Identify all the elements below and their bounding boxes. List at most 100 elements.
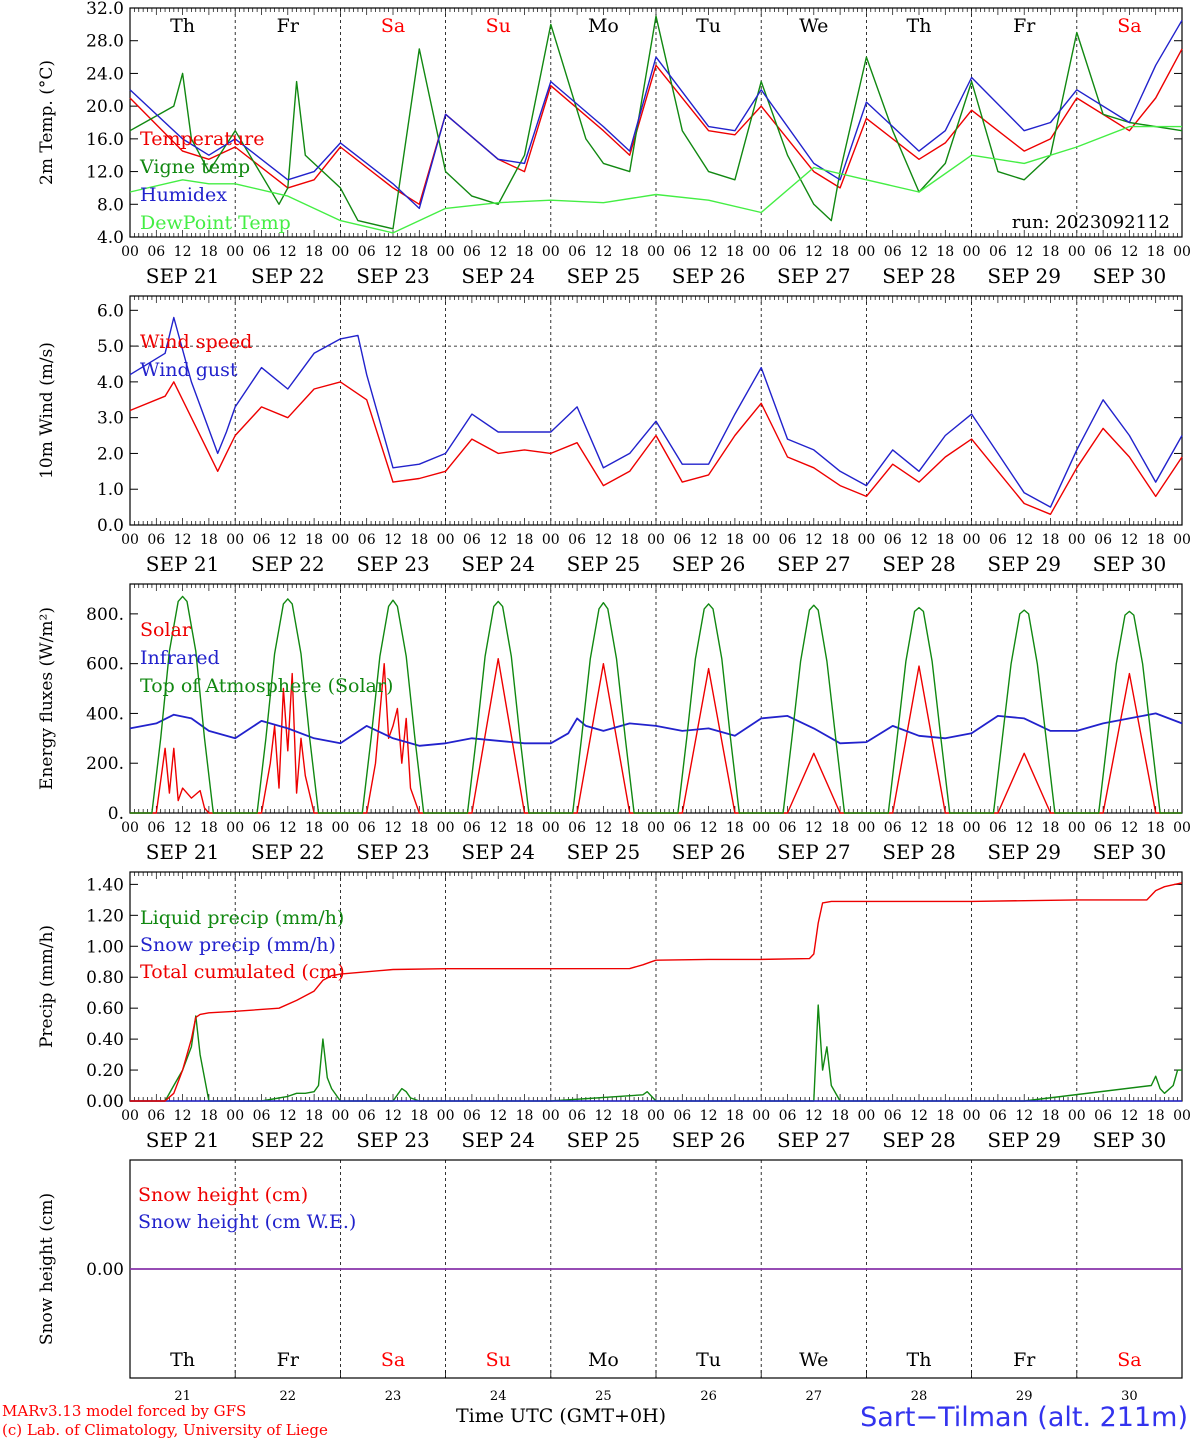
hour-label: 00 — [1173, 1108, 1191, 1124]
y-tick-label: 8.0 — [97, 195, 124, 215]
day-name: Th — [907, 15, 932, 37]
hour-label: 06 — [568, 1108, 586, 1124]
y-tick-label: 0.0 — [97, 516, 124, 536]
date-label: SEP 24 — [461, 552, 535, 576]
hour-label: 06 — [1094, 532, 1112, 548]
date-label: SEP 21 — [146, 1128, 220, 1152]
date-label: SEP 22 — [251, 840, 325, 864]
y-tick-label: 0.60 — [86, 999, 124, 1019]
hour-label: 00 — [331, 820, 349, 836]
hour-label: 06 — [989, 820, 1007, 836]
hour-label: 12 — [805, 532, 823, 548]
hour-label: 12 — [910, 820, 928, 836]
hour-label: 12 — [384, 244, 402, 260]
y-tick-label: 400. — [86, 704, 124, 724]
y-tick-label: 20.0 — [86, 97, 124, 117]
legend-entry-temp-3: DewPoint Temp — [140, 212, 291, 234]
date-label: SEP 30 — [1093, 552, 1167, 576]
hour-label: 06 — [253, 1108, 271, 1124]
hour-label: 06 — [779, 244, 797, 260]
hour-label: 12 — [489, 532, 507, 548]
day-name: Fr — [1013, 15, 1036, 37]
y-tick-label: 5.0 — [97, 337, 124, 357]
hour-label: 00 — [647, 532, 665, 548]
date-label: SEP 28 — [882, 264, 956, 288]
hour-label: 00 — [1068, 1108, 1086, 1124]
y-tick-label: 0.40 — [86, 1030, 124, 1050]
y-axis-label-energy: Energy fluxes (W/m²) — [37, 607, 57, 790]
y-tick-label: 1.0 — [97, 480, 124, 500]
hour-label: 06 — [1094, 1108, 1112, 1124]
y-tick-label: 16.0 — [86, 130, 124, 150]
hour-label: 00 — [331, 244, 349, 260]
hour-label: 06 — [568, 532, 586, 548]
date-label: SEP 29 — [987, 840, 1061, 864]
date-label: SEP 28 — [882, 1128, 956, 1152]
day-number: 28 — [911, 1389, 928, 1404]
legend-entry-energy-0: Solar — [140, 619, 192, 641]
hour-label: 00 — [752, 1108, 770, 1124]
hour-label: 06 — [1094, 244, 1112, 260]
date-label: SEP 27 — [777, 264, 851, 288]
day-number: 25 — [595, 1389, 612, 1404]
day-number: 27 — [806, 1389, 823, 1404]
date-label: SEP 25 — [567, 1128, 641, 1152]
day-name: Th — [907, 1349, 932, 1371]
hour-label: 18 — [831, 1108, 849, 1124]
hour-label: 00 — [857, 532, 875, 548]
hour-label: 18 — [1042, 1108, 1060, 1124]
hour-label: 00 — [647, 820, 665, 836]
hour-label: 12 — [700, 532, 718, 548]
hour-label: 06 — [463, 244, 481, 260]
hour-label: 12 — [594, 1108, 612, 1124]
hour-label: 00 — [542, 820, 560, 836]
date-label: SEP 25 — [567, 264, 641, 288]
hour-label: 06 — [884, 244, 902, 260]
hour-label: 12 — [489, 1108, 507, 1124]
series-line-temp-1 — [129, 15, 1183, 230]
hour-label: 18 — [516, 244, 534, 260]
legend-entry-precip-2: Total cumulated (cm) — [140, 961, 345, 983]
hour-label: 12 — [1015, 532, 1033, 548]
day-name: Mo — [588, 15, 619, 37]
hour-label: 00 — [542, 532, 560, 548]
series-line-wind-0 — [129, 381, 1183, 515]
hour-label: 18 — [305, 532, 323, 548]
hour-label: 00 — [226, 532, 244, 548]
hour-label: 12 — [594, 244, 612, 260]
hour-label: 00 — [752, 820, 770, 836]
hour-label: 12 — [384, 820, 402, 836]
hour-label: 06 — [358, 244, 376, 260]
hour-label: 12 — [174, 1108, 192, 1124]
lab-credit: (c) Lab. of Climatology, University of L… — [2, 1421, 328, 1439]
day-name: Sa — [1117, 1349, 1141, 1371]
y-tick-label: 24.0 — [86, 64, 124, 84]
hour-label: 18 — [1147, 244, 1165, 260]
y-tick-label: 800. — [86, 605, 124, 625]
hour-label: 18 — [1147, 532, 1165, 548]
hour-label: 06 — [147, 1108, 165, 1124]
hour-label: 12 — [174, 244, 192, 260]
hour-label: 12 — [1120, 1108, 1138, 1124]
hour-label: 06 — [673, 532, 691, 548]
hour-label: 18 — [305, 244, 323, 260]
hour-label: 00 — [437, 532, 455, 548]
hour-label: 18 — [726, 820, 744, 836]
date-label: SEP 24 — [461, 1128, 535, 1152]
hour-label: 06 — [358, 820, 376, 836]
series-line-temp-3 — [129, 125, 1182, 234]
date-label: SEP 21 — [146, 840, 220, 864]
y-axis-label-wind: 10m Wind (m/s) — [37, 342, 57, 479]
hour-label: 18 — [1042, 820, 1060, 836]
hour-label: 12 — [910, 1108, 928, 1124]
date-label: SEP 23 — [356, 552, 430, 576]
hour-label: 12 — [279, 244, 297, 260]
hour-label: 12 — [910, 244, 928, 260]
day-name: Th — [170, 15, 195, 37]
y-tick-label: 0.00 — [86, 1092, 124, 1112]
hour-label: 06 — [463, 532, 481, 548]
date-label: SEP 21 — [146, 552, 220, 576]
hour-label: 12 — [279, 532, 297, 548]
hour-label: 12 — [805, 244, 823, 260]
date-label: SEP 30 — [1093, 264, 1167, 288]
